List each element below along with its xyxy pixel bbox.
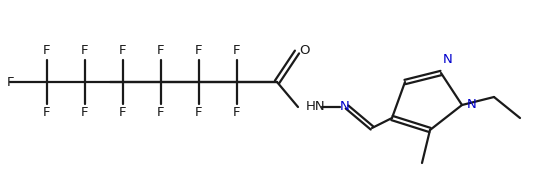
Text: N: N — [443, 53, 453, 66]
Text: F: F — [195, 107, 203, 119]
Text: F: F — [81, 107, 89, 119]
Text: F: F — [81, 45, 89, 57]
Text: N: N — [340, 100, 350, 113]
Text: F: F — [119, 45, 127, 57]
Text: F: F — [7, 75, 14, 89]
Text: N: N — [467, 98, 477, 112]
Text: F: F — [43, 45, 50, 57]
Text: F: F — [195, 45, 203, 57]
Text: F: F — [157, 107, 165, 119]
Text: F: F — [119, 107, 127, 119]
Text: HN: HN — [306, 100, 326, 113]
Text: F: F — [157, 45, 165, 57]
Text: O: O — [299, 44, 310, 56]
Text: F: F — [43, 107, 50, 119]
Text: F: F — [233, 45, 241, 57]
Text: F: F — [233, 107, 241, 119]
